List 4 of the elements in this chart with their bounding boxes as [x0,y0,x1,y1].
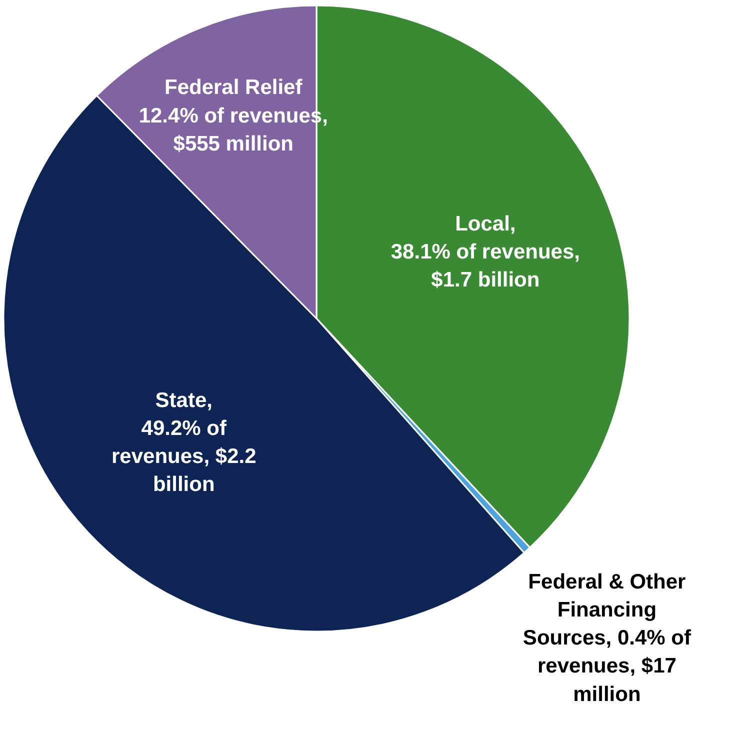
slice-label: Local, 38.1% of revenues, $1.7 billion [390,212,580,292]
slice-label: State, 49.2% of revenues, $2.2 billion [111,388,256,496]
slice-label: Federal Relief [164,76,304,100]
slice-label: Federal & Other Financing Sources, 0.4% of revenues, $17 million [522,570,692,706]
